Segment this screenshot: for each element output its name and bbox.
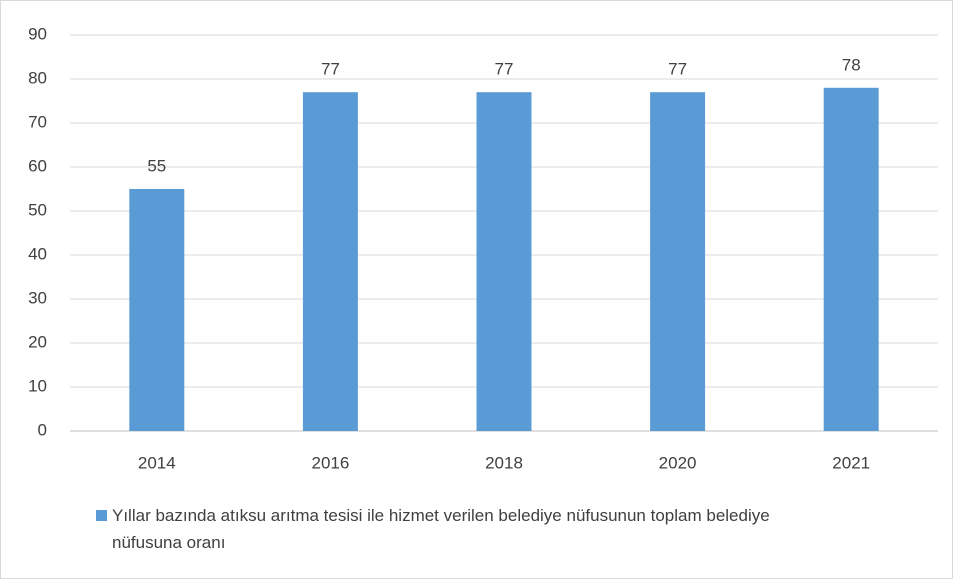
y-tick-label: 60 xyxy=(28,156,47,175)
bar xyxy=(476,92,532,431)
bar xyxy=(129,189,185,431)
legend-label: Yıllar bazında atıksu arıtma tesisi ile … xyxy=(112,506,770,552)
data-label: 77 xyxy=(321,60,340,79)
data-label: 77 xyxy=(668,60,687,79)
legend: Yıllar bazında atıksu arıtma tesisi ile … xyxy=(96,502,896,556)
y-tick-label: 30 xyxy=(28,288,47,307)
y-tick-label: 80 xyxy=(28,68,47,87)
y-tick-label: 20 xyxy=(28,332,47,351)
x-tick-label: 2021 xyxy=(832,453,870,472)
x-tick-label: 2018 xyxy=(485,453,523,472)
x-tick-label: 2014 xyxy=(138,453,176,472)
x-tick-label: 2016 xyxy=(311,453,349,472)
data-label: 55 xyxy=(147,156,166,175)
bar xyxy=(823,87,879,432)
bar xyxy=(302,92,358,431)
y-tick-label: 0 xyxy=(38,420,47,439)
y-tick-label: 70 xyxy=(28,112,47,131)
y-tick-label: 90 xyxy=(28,24,47,43)
y-tick-label: 40 xyxy=(28,244,47,263)
data-label: 78 xyxy=(842,55,861,74)
x-tick-label: 2020 xyxy=(659,453,697,472)
legend-swatch xyxy=(96,510,107,521)
data-label: 77 xyxy=(495,60,514,79)
bar xyxy=(650,92,706,431)
y-tick-label: 10 xyxy=(28,376,47,395)
y-tick-label: 50 xyxy=(28,200,47,219)
